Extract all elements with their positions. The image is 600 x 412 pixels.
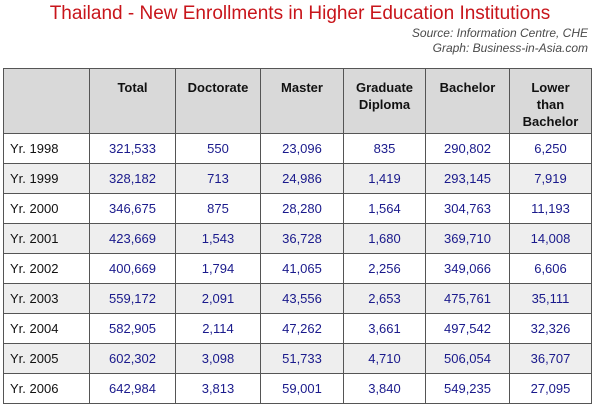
- cell-total: 602,302: [89, 343, 176, 374]
- table-body: Yr. 1998 321,533 550 23,096 835 290,802 6,250 Y…: [3, 133, 592, 404]
- cell-bachelor: 293,145: [425, 163, 510, 194]
- cell-lower-than-bachelor: 35,111: [509, 283, 592, 314]
- cell-bachelor: 475,761: [425, 283, 510, 314]
- table-row: Yr. 2000 346,675 875 28,280 1,564 304,763 11,1…: [3, 193, 592, 224]
- header-cell-graduate-diploma: Graduate Diploma: [343, 68, 426, 134]
- cell-graduate-diploma: 2,653: [343, 283, 426, 314]
- cell-year: Yr. 2004: [3, 313, 90, 344]
- cell-doctorate: 2,114: [175, 313, 261, 344]
- cell-total: 423,669: [89, 223, 176, 254]
- cell-graduate-diploma: 2,256: [343, 253, 426, 284]
- header-cell-doctorate: Doctorate: [175, 68, 261, 134]
- cell-bachelor: 497,542: [425, 313, 510, 344]
- cell-year: Yr. 2003: [3, 283, 90, 314]
- cell-master: 41,065: [260, 253, 344, 284]
- header-cell-corner: [3, 68, 90, 134]
- cell-master: 47,262: [260, 313, 344, 344]
- table-row: Yr. 2003 559,172 2,091 43,556 2,653 475,761 35…: [3, 283, 592, 314]
- table-row: Yr. 2006 642,984 3,813 59,001 3,840 549,235 27…: [3, 373, 592, 404]
- cell-lower-than-bachelor: 27,095: [509, 373, 592, 404]
- cell-total: 400,669: [89, 253, 176, 284]
- cell-total: 328,182: [89, 163, 176, 194]
- cell-doctorate: 1,543: [175, 223, 261, 254]
- page-title: Thailand - New Enrollments in Higher Edu…: [49, 3, 551, 24]
- table-row: Yr. 1998 321,533 550 23,096 835 290,802 6,250: [3, 133, 592, 164]
- cell-master: 43,556: [260, 283, 344, 314]
- cell-bachelor: 349,066: [425, 253, 510, 284]
- header-cell-master: Master: [260, 68, 344, 134]
- cell-doctorate: 3,098: [175, 343, 261, 374]
- header-cell-lower-than-bachelor: Lower than Bachelor: [509, 68, 592, 134]
- cell-doctorate: 550: [175, 133, 261, 164]
- cell-bachelor: 549,235: [425, 373, 510, 404]
- cell-year: Yr. 2001: [3, 223, 90, 254]
- cell-lower-than-bachelor: 11,193: [509, 193, 592, 224]
- cell-lower-than-bachelor: 36,707: [509, 343, 592, 374]
- cell-bachelor: 304,763: [425, 193, 510, 224]
- cell-lower-than-bachelor: 6,250: [509, 133, 592, 164]
- cell-bachelor: 506,054: [425, 343, 510, 374]
- cell-year: Yr. 2002: [3, 253, 90, 284]
- cell-master: 28,280: [260, 193, 344, 224]
- cell-graduate-diploma: 3,661: [343, 313, 426, 344]
- source-line: Source: Information Centre, CHE: [411, 26, 588, 40]
- cell-total: 582,905: [89, 313, 176, 344]
- cell-master: 23,096: [260, 133, 344, 164]
- graph-credit-line: Graph: Business-in-Asia.com: [432, 41, 588, 55]
- cell-graduate-diploma: 4,710: [343, 343, 426, 374]
- cell-master: 36,728: [260, 223, 344, 254]
- cell-total: 346,675: [89, 193, 176, 224]
- table-row: Yr. 2004 582,905 2,114 47,262 3,661 497,542 32…: [3, 313, 592, 344]
- table-row: Yr. 1999 328,182 713 24,986 1,419 293,145 7,91…: [3, 163, 592, 194]
- cell-doctorate: 875: [175, 193, 261, 224]
- cell-year: Yr. 2006: [3, 373, 90, 404]
- table-row: Yr. 2001 423,669 1,543 36,728 1,680 369,710 14…: [3, 223, 592, 254]
- cell-lower-than-bachelor: 6,606: [509, 253, 592, 284]
- cell-year: Yr. 1999: [3, 163, 90, 194]
- cell-lower-than-bachelor: 7,919: [509, 163, 592, 194]
- cell-doctorate: 3,813: [175, 373, 261, 404]
- cell-master: 24,986: [260, 163, 344, 194]
- cell-bachelor: 290,802: [425, 133, 510, 164]
- cell-graduate-diploma: 1,680: [343, 223, 426, 254]
- cell-doctorate: 2,091: [175, 283, 261, 314]
- cell-lower-than-bachelor: 14,008: [509, 223, 592, 254]
- cell-master: 59,001: [260, 373, 344, 404]
- cell-doctorate: 1,794: [175, 253, 261, 284]
- cell-year: Yr. 1998: [3, 133, 90, 164]
- cell-total: 559,172: [89, 283, 176, 314]
- cell-lower-than-bachelor: 32,326: [509, 313, 592, 344]
- source-credit: Source: Information Centre, CHE Graph: B…: [412, 26, 588, 56]
- cell-graduate-diploma: 3,840: [343, 373, 426, 404]
- cell-graduate-diploma: 1,419: [343, 163, 426, 194]
- cell-graduate-diploma: 1,564: [343, 193, 426, 224]
- cell-graduate-diploma: 835: [343, 133, 426, 164]
- table-row: Yr. 2002 400,669 1,794 41,065 2,256 349,066 6,…: [3, 253, 592, 284]
- cell-doctorate: 713: [175, 163, 261, 194]
- cell-year: Yr. 2005: [3, 343, 90, 374]
- cell-total: 321,533: [89, 133, 176, 164]
- enrollment-table: Total Doctorate Master Graduate Diploma B…: [3, 68, 592, 404]
- cell-total: 642,984: [89, 373, 176, 404]
- cell-bachelor: 369,710: [425, 223, 510, 254]
- table-header-row: Total Doctorate Master Graduate Diploma B…: [3, 68, 592, 134]
- cell-master: 51,733: [260, 343, 344, 374]
- table-row: Yr. 2005 602,302 3,098 51,733 4,710 506,054 36…: [3, 343, 592, 374]
- header-cell-total: Total: [89, 68, 176, 134]
- header-cell-bachelor: Bachelor: [425, 68, 510, 134]
- cell-year: Yr. 2000: [3, 193, 90, 224]
